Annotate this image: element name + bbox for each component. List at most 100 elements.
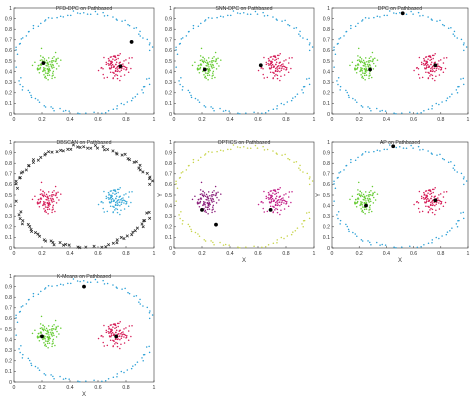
data-point — [270, 62, 272, 64]
data-point — [149, 42, 151, 44]
data-point — [204, 240, 207, 242]
data-point — [130, 335, 132, 338]
data-point — [203, 104, 205, 107]
data-point — [428, 72, 431, 74]
data-point — [118, 54, 120, 57]
data-point — [179, 217, 181, 220]
data-point — [40, 198, 43, 200]
data-point-stroke — [42, 238, 46, 242]
data-point — [290, 99, 293, 102]
data-point — [53, 194, 55, 196]
data-point — [179, 83, 181, 86]
data-point — [446, 97, 449, 99]
data-point — [416, 112, 419, 114]
data-point — [61, 149, 65, 153]
x-tick-label: 0.4 — [66, 117, 73, 123]
data-point — [364, 69, 367, 71]
data-point — [123, 65, 126, 68]
data-point — [211, 191, 214, 193]
x-tick-label: 0 — [331, 117, 334, 123]
data-point — [141, 170, 145, 174]
data-point — [105, 195, 108, 198]
data-point — [350, 27, 352, 30]
data-point — [209, 195, 211, 197]
data-point — [107, 191, 110, 194]
data-point — [112, 71, 114, 74]
data-point — [127, 339, 130, 342]
data-point — [15, 334, 17, 336]
data-point — [107, 57, 110, 60]
data-point — [291, 190, 293, 193]
data-point — [433, 67, 435, 69]
data-point — [113, 206, 115, 208]
data-point — [263, 15, 266, 17]
data-point — [44, 209, 47, 212]
data-point — [271, 61, 273, 64]
data-point — [275, 207, 277, 210]
data-point — [270, 201, 272, 204]
data-point — [76, 280, 79, 282]
data-point — [175, 46, 177, 49]
data-point — [48, 66, 50, 68]
data-point-stroke — [148, 182, 152, 186]
data-point — [185, 35, 188, 37]
data-point — [371, 60, 374, 63]
data-point — [369, 208, 371, 210]
data-point — [107, 325, 110, 328]
data-point — [110, 201, 112, 204]
data-point — [31, 64, 34, 67]
data-point — [447, 161, 450, 164]
data-point — [48, 342, 51, 344]
data-point — [119, 338, 121, 341]
data-point — [213, 60, 215, 62]
data-point — [51, 335, 54, 337]
x-tick-label: 0.8 — [437, 117, 444, 123]
data-point — [367, 60, 370, 62]
data-point — [133, 295, 135, 298]
data-point — [339, 219, 342, 222]
data-point — [374, 191, 376, 194]
data-point-stroke — [106, 147, 110, 152]
data-point — [116, 211, 119, 214]
data-point — [108, 198, 110, 200]
data-point — [261, 112, 263, 114]
data-point — [142, 219, 146, 223]
data-point — [205, 77, 207, 79]
data-point — [203, 58, 206, 60]
data-point — [211, 206, 214, 208]
x-tick-label: 0 — [13, 385, 16, 391]
data-point — [228, 244, 230, 246]
data-point — [350, 158, 352, 161]
data-point — [67, 14, 69, 17]
data-point — [279, 195, 281, 198]
data-point — [349, 198, 351, 201]
data-point — [204, 195, 207, 198]
data-point — [38, 336, 41, 338]
data-point — [112, 345, 115, 347]
y-tick-label: 1 — [169, 140, 172, 146]
y-tick-label: 1 — [169, 6, 172, 12]
data-point — [422, 62, 425, 65]
data-point — [431, 208, 434, 211]
data-point — [339, 37, 342, 39]
data-point — [425, 71, 427, 74]
data-point — [279, 61, 281, 64]
data-point — [272, 205, 274, 208]
data-point — [116, 373, 119, 375]
data-point — [102, 73, 104, 76]
data-point — [58, 65, 60, 67]
data-point — [210, 197, 212, 200]
data-point — [418, 56, 421, 59]
data-point — [452, 33, 455, 35]
y-tick-label: 0.3 — [165, 214, 172, 220]
data-point — [373, 16, 375, 19]
y-tick-label: 0.4 — [5, 203, 12, 209]
data-point — [110, 333, 113, 335]
data-point — [115, 204, 117, 206]
data-point — [46, 333, 48, 335]
data-point — [279, 53, 281, 55]
data-point — [222, 244, 225, 246]
x-tick-label: 0 — [13, 251, 16, 257]
data-point — [122, 236, 126, 241]
data-point — [197, 233, 199, 235]
